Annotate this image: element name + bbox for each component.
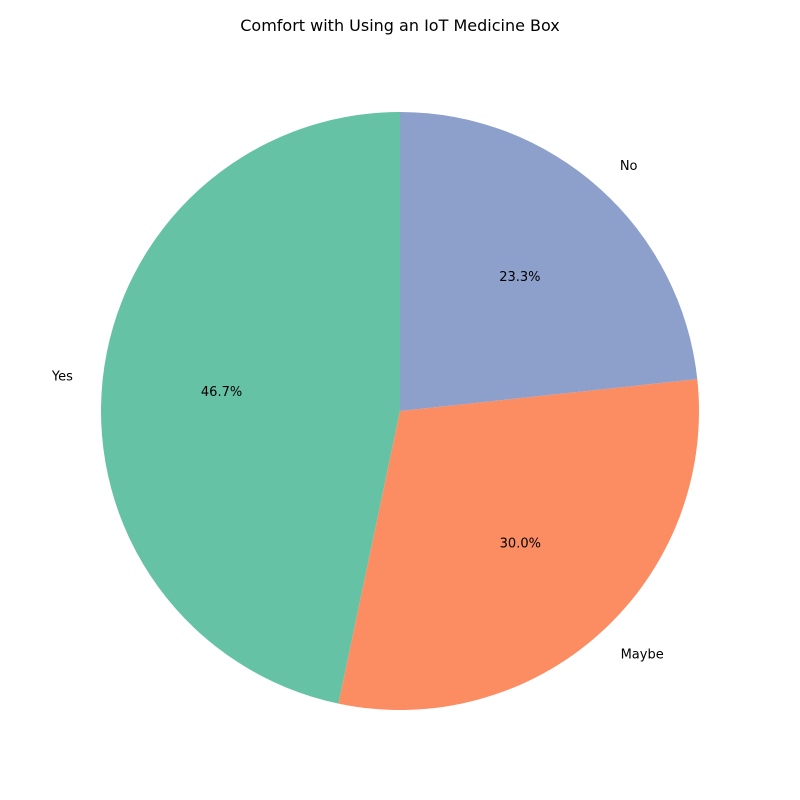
- pie-slice-yes: [101, 112, 400, 704]
- pie-labels: Yes 46.7% Maybe 30.0% No 23.3%: [51, 159, 664, 663]
- percent-label-no: 23.3%: [499, 270, 540, 285]
- percent-label-maybe: 30.0%: [500, 537, 541, 552]
- pie-slices: [101, 112, 699, 710]
- chart-title: Comfort with Using an IoT Medicine Box: [240, 16, 560, 35]
- pie-slice-no: [400, 112, 698, 411]
- slice-label-no: No: [620, 159, 638, 174]
- slice-label-maybe: Maybe: [621, 647, 664, 662]
- pie-slice-maybe: [338, 379, 699, 710]
- slice-label-yes: Yes: [51, 369, 73, 384]
- percent-label-yes: 46.7%: [201, 385, 242, 400]
